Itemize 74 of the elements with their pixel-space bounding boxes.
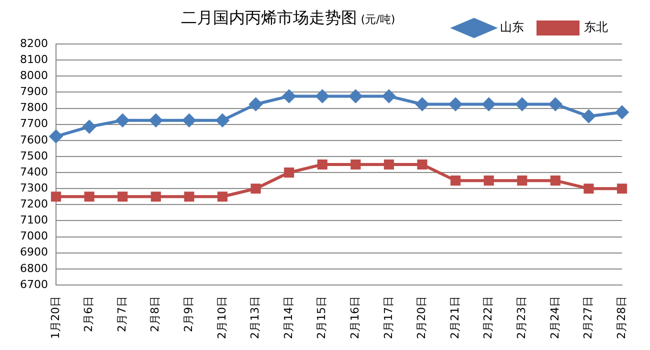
x-tick-label: 2月14日: [282, 296, 295, 340]
point: [350, 159, 361, 170]
point: [116, 114, 130, 127]
point: [82, 120, 96, 134]
point: [84, 192, 94, 202]
y-tick-label: 7900: [20, 85, 48, 98]
point: [184, 192, 194, 202]
y-tick-label: 7800: [20, 101, 48, 114]
point: [384, 159, 394, 170]
point: [516, 98, 529, 111]
point: [582, 110, 596, 123]
point: [482, 98, 496, 111]
y-tick-label: 6700: [20, 278, 48, 291]
point: [182, 114, 196, 127]
x-tick-label: 1月20日: [48, 296, 62, 340]
point: [216, 114, 229, 127]
point: [550, 176, 560, 186]
x-tick-label: 2月13日: [248, 296, 262, 340]
y-tick-label: 7700: [20, 117, 48, 130]
x-tick-label: 2月27日: [582, 296, 595, 340]
y-tick-label: 8200: [20, 36, 48, 50]
chart-subtitle: (元/吨): [360, 13, 396, 26]
x-tick-label: 2月7日: [115, 296, 128, 332]
point: [317, 159, 328, 170]
point: [118, 192, 128, 202]
y-tick-label: 8100: [20, 52, 48, 66]
point: [450, 176, 461, 186]
x-tick-label: 2月20日: [415, 296, 428, 340]
legend-label: 东北: [584, 20, 608, 34]
point: [149, 114, 162, 127]
x-tick-label: 2月24日: [548, 296, 562, 340]
point: [449, 98, 462, 111]
x-tick-label: 2月17日: [382, 296, 395, 340]
x-tick-label: 2月15日: [315, 296, 328, 340]
point: [616, 106, 628, 119]
y-tick-label: 7400: [20, 165, 48, 178]
point: [250, 184, 261, 194]
point: [484, 176, 494, 186]
y-tick-label: 6800: [20, 262, 48, 275]
point: [382, 90, 396, 103]
point: [349, 90, 362, 103]
point: [416, 98, 429, 111]
legend-label: 山东: [500, 20, 524, 34]
y-tick-label: 7000: [20, 230, 48, 243]
y-tick-label: 6900: [20, 246, 48, 259]
point: [49, 130, 62, 143]
x-tick-label: 2月16日: [348, 296, 362, 340]
y-tick-label: 8000: [20, 68, 48, 82]
point: [548, 98, 562, 111]
point: [282, 90, 296, 103]
chart-title: 二月国内丙烯市场走势图: [180, 8, 357, 27]
x-tick-label: 2月21日: [448, 296, 462, 340]
y-tick-label: 7600: [20, 133, 48, 146]
point: [217, 192, 228, 202]
point: [584, 184, 594, 194]
point: [616, 184, 628, 194]
point: [316, 90, 329, 103]
point: [517, 176, 528, 186]
point: [249, 98, 262, 111]
y-tick-label: 7500: [20, 149, 48, 162]
x-tick-label: 2月9日: [182, 296, 196, 332]
y-tick-label: 7200: [20, 198, 48, 211]
x-tick-label: 2月22日: [482, 296, 495, 340]
point: [284, 168, 294, 178]
x-tick-label: 2月23日: [514, 296, 528, 340]
point: [50, 192, 62, 202]
x-tick-label: 2月8日: [148, 296, 162, 332]
y-tick-label: 7100: [20, 214, 48, 227]
x-tick-label: 2月28日: [614, 296, 628, 340]
point: [150, 192, 161, 202]
x-tick-label: 2月6日: [82, 296, 96, 332]
point: [417, 159, 428, 170]
y-tick-label: 7300: [20, 181, 48, 194]
x-tick-label: 2月10日: [215, 296, 228, 340]
